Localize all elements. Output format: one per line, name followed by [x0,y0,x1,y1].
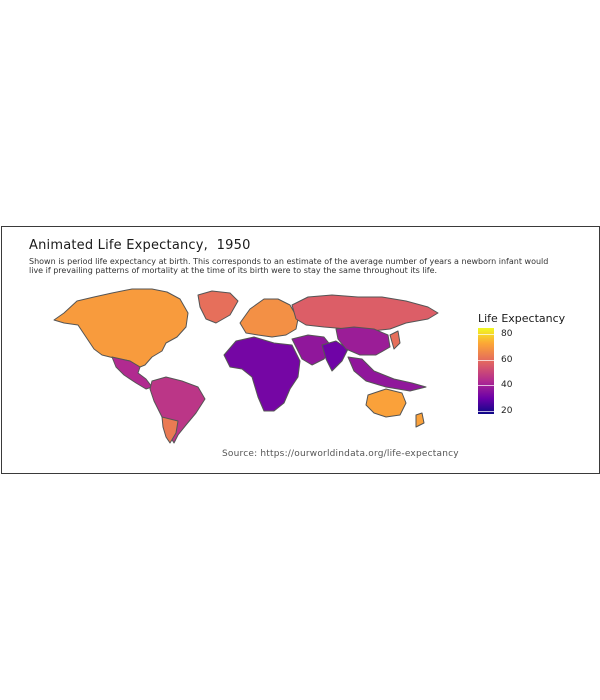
country-region-europe [239,298,299,338]
world-map [53,288,439,444]
country-region-africa [223,336,301,412]
legend-tick-label: 60 [501,355,513,365]
country-region-north-america [53,288,189,368]
country-region-japan [389,330,401,350]
legend-tick-label: 40 [501,380,513,390]
country-region-new-zealand [415,412,425,428]
country-region-india [321,340,349,372]
chart-title: Animated Life Expectancy, 1950 [29,238,251,253]
country-region-southeast-asia [347,356,427,392]
legend-title: Life Expectancy [478,312,566,325]
legend-color-bar [478,328,494,414]
chart-subtitle: Shown is period life expectancy at birth… [29,257,549,275]
country-region-argentina [161,416,179,444]
legend-tickmark [478,385,494,386]
legend-tickmark [478,334,494,335]
legend-tick-label: 80 [501,329,513,339]
country-region-australia [365,388,407,418]
country-region-greenland [197,290,239,324]
legend-tick-label: 20 [501,406,513,416]
source-caption: Source: https://ourworldindata.org/life-… [222,449,459,459]
map-panel: Animated Life Expectancy, 1950 Shown is … [1,226,600,474]
country-region-russia [291,294,439,332]
legend-tickmark [478,411,494,412]
country-region-china [335,326,391,356]
country-region-south-america [149,376,206,444]
legend-tickmark [478,360,494,361]
